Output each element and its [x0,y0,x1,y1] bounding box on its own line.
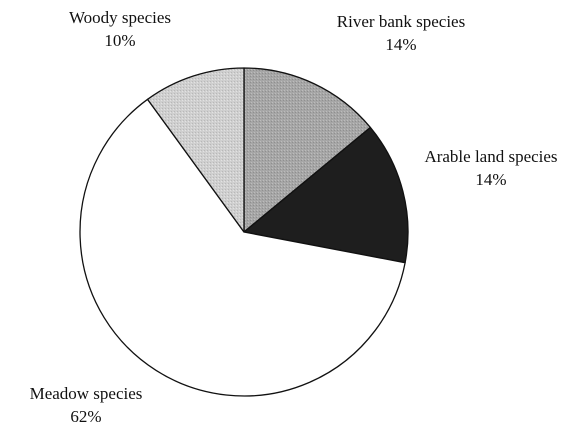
slice-label-meadow: Meadow species 62% [0,382,172,428]
slice-label-river-bank: River bank species 14% [301,10,501,56]
slice-label-arable-land: Arable land species 14% [398,145,581,191]
slice-percent-woody: 10% [104,31,136,50]
pie-slice-meadow-species [79,98,406,397]
pie-slice-arable-land-species [243,126,409,264]
slice-percent-arable-land: 14% [475,170,507,189]
slice-percent-meadow: 62% [70,407,102,426]
slice-name-meadow: Meadow species [29,384,143,403]
slice-name-arable-land: Arable land species [424,147,558,166]
slice-percent-river-bank: 14% [385,35,417,54]
slice-label-woody: Woody species 10% [20,6,220,52]
slice-name-woody: Woody species [68,8,172,27]
slice-name-river-bank: River bank species [336,12,466,31]
pie-slice-river-bank-species [243,67,372,233]
pie-slice-woody-species [146,67,245,233]
